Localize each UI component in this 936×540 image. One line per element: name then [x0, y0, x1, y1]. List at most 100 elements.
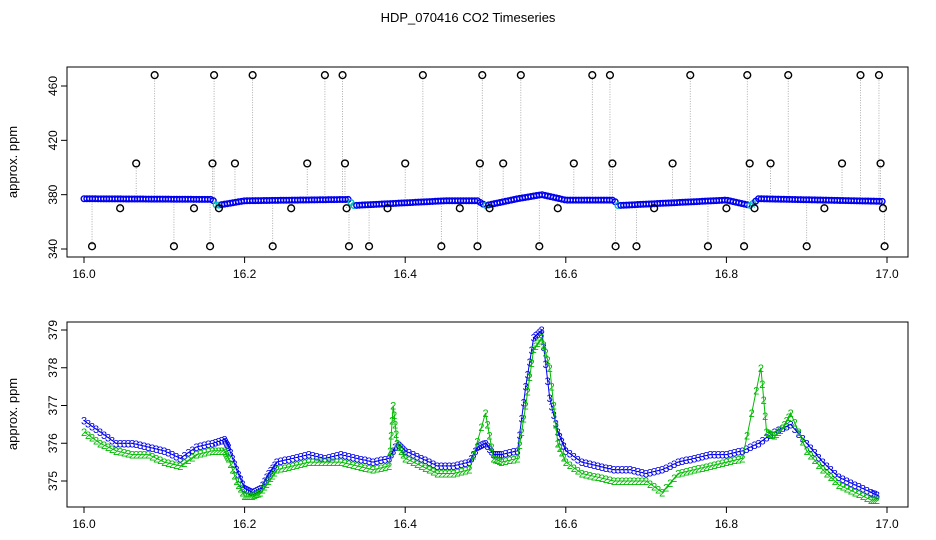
- series-point-label: 3: [864, 485, 870, 497]
- series-point-label: 3: [607, 464, 613, 476]
- series-point-label: 3: [723, 450, 729, 462]
- series-point-label: 2: [639, 476, 645, 488]
- series-point-label: 3: [587, 459, 593, 471]
- series-point-label: 2: [663, 483, 669, 495]
- series-point-label: 3: [294, 452, 300, 464]
- spike-point: [475, 159, 484, 168]
- series-point-label: 3: [462, 458, 468, 470]
- spike-point: [766, 159, 775, 168]
- series-point-label: 2: [796, 427, 802, 439]
- series-point-label: 3: [97, 427, 103, 439]
- series-point-label: 2: [762, 411, 768, 423]
- series-point-label: 2: [358, 462, 364, 474]
- series-point-label: 3: [454, 460, 460, 472]
- series-point-label: 2: [772, 431, 778, 443]
- series-point-label: 3: [490, 450, 496, 462]
- series-point-label: 2: [763, 427, 769, 439]
- spike-point: [668, 159, 677, 168]
- series-point-label: 2: [541, 340, 547, 352]
- spike-point: [569, 159, 578, 168]
- series-point-label: 2: [559, 448, 565, 460]
- series-point-label: 2: [101, 440, 107, 452]
- series-point-label: 3: [268, 466, 274, 478]
- spike-point: [874, 71, 884, 80]
- series-point-label: 3: [563, 446, 569, 458]
- series-point-label: 3: [579, 457, 585, 469]
- series-point-label: 3: [185, 448, 191, 460]
- series-point-label: 3: [482, 438, 488, 450]
- series-point-label: 3: [804, 438, 810, 450]
- series-point-label: 3: [133, 439, 139, 451]
- series-point-label: 2: [651, 482, 657, 494]
- spike-point: [230, 159, 240, 168]
- series-point-label: 3: [639, 468, 645, 480]
- series-point-label: 3: [193, 442, 199, 454]
- series-point-label: 2: [571, 463, 577, 475]
- series-point-label: 2: [250, 491, 256, 503]
- series-point-label: 3: [824, 461, 830, 473]
- series-point-label: 3: [776, 425, 782, 437]
- series-point-label: 2: [816, 460, 822, 472]
- series-point-label: 2: [256, 488, 262, 500]
- series-point-label: 3: [406, 448, 412, 460]
- series-point-label: 2: [529, 358, 535, 370]
- series-point-label: 3: [306, 450, 312, 462]
- series-point-label: 3: [318, 452, 324, 464]
- series-point-label: 2: [242, 491, 248, 503]
- series-point-label: 3: [820, 457, 826, 469]
- series-point-label: 2: [462, 466, 468, 478]
- series-point-label: 3: [262, 476, 268, 488]
- series-point-label: 2: [270, 470, 276, 482]
- series-point-label: 3: [402, 446, 408, 458]
- series-point-label: 2: [521, 414, 527, 426]
- series-point-label: 3: [611, 465, 617, 477]
- series-point-label: 3: [85, 418, 91, 430]
- series-point-label: 2: [232, 470, 238, 482]
- series-point-label: 2: [223, 450, 229, 462]
- spike-point: [820, 204, 829, 213]
- series-point-label: 2: [864, 493, 870, 505]
- series-point-label: 2: [406, 455, 412, 467]
- series-point-label: 2: [294, 460, 300, 472]
- spike-point: [401, 159, 410, 168]
- baseline-point: [878, 197, 886, 205]
- series-point-label: 2: [121, 448, 127, 460]
- series-point-label: 3: [354, 453, 360, 465]
- series-point-label: 2: [852, 487, 858, 499]
- series-point-label: 3: [205, 439, 211, 451]
- series-point-label: 3: [619, 465, 625, 477]
- series-point-label: 3: [362, 455, 368, 467]
- series-point-label: 2: [105, 442, 111, 454]
- series-point-label: 3: [647, 468, 653, 480]
- series-point-label: 2: [229, 465, 235, 477]
- spike-point: [209, 71, 219, 80]
- series-point-label: 2: [482, 408, 488, 420]
- series-point-label: 2: [264, 479, 270, 491]
- series-point-label: 3: [426, 457, 432, 469]
- series-point-label: 2: [266, 476, 272, 488]
- series-point-label: 3: [334, 451, 340, 463]
- series-point-label: 3: [687, 454, 693, 466]
- x-tick-label: 16.2: [233, 517, 257, 531]
- series-point-label: 2: [615, 476, 621, 488]
- series-point-label: 2: [125, 449, 131, 461]
- series-point-label: 2: [844, 484, 850, 496]
- series-point-label: 2: [535, 338, 541, 350]
- series-point-label: 2: [525, 386, 531, 398]
- spike-point: [169, 242, 179, 251]
- series-point-label: 2: [109, 444, 115, 456]
- series-point-label: 3: [848, 478, 854, 490]
- series-point-label: 3: [326, 452, 332, 464]
- series-point-label: 2: [603, 474, 609, 486]
- series-point-label: 2: [828, 472, 834, 484]
- series-point-label: 2: [450, 468, 456, 480]
- series-line: [83, 336, 879, 501]
- series-point-label: 3: [218, 435, 224, 447]
- spike-point: [485, 204, 494, 213]
- series-point-label: 2: [759, 379, 765, 391]
- series-point-label: 3: [201, 440, 207, 452]
- series-point-label: 3: [511, 447, 517, 459]
- series-point-label: 2: [527, 372, 533, 384]
- series-point-label: 3: [591, 460, 597, 472]
- spike-point: [739, 242, 749, 251]
